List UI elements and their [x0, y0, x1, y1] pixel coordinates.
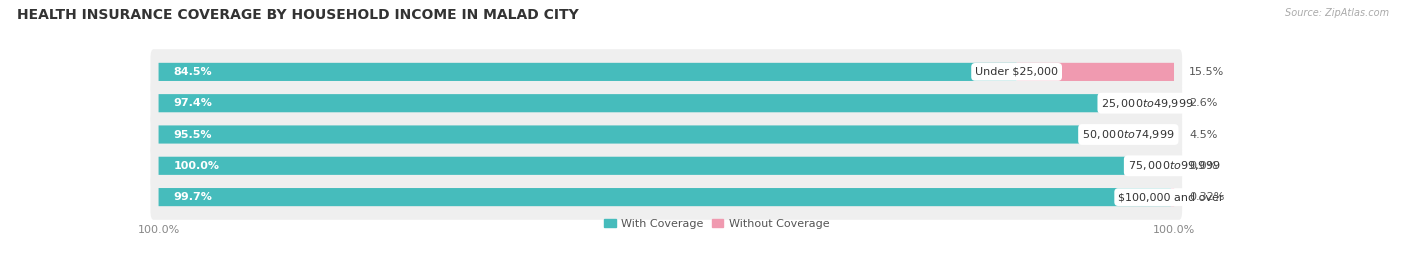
- Text: 99.7%: 99.7%: [174, 192, 212, 202]
- Text: 95.5%: 95.5%: [174, 129, 212, 140]
- Text: $100,000 and over: $100,000 and over: [1118, 192, 1223, 202]
- FancyBboxPatch shape: [150, 80, 1182, 126]
- FancyBboxPatch shape: [159, 94, 1147, 112]
- FancyBboxPatch shape: [159, 63, 1017, 81]
- Text: $50,000 to $74,999: $50,000 to $74,999: [1083, 128, 1174, 141]
- FancyBboxPatch shape: [159, 188, 1171, 206]
- Text: 15.5%: 15.5%: [1189, 67, 1225, 77]
- Text: $75,000 to $99,999: $75,000 to $99,999: [1128, 159, 1220, 172]
- Text: 0.0%: 0.0%: [1189, 161, 1218, 171]
- Text: $25,000 to $49,999: $25,000 to $49,999: [1101, 97, 1194, 110]
- FancyBboxPatch shape: [1147, 94, 1174, 112]
- Text: 4.5%: 4.5%: [1189, 129, 1218, 140]
- FancyBboxPatch shape: [1129, 125, 1174, 144]
- Text: 0.32%: 0.32%: [1189, 192, 1225, 202]
- FancyBboxPatch shape: [150, 143, 1182, 189]
- FancyBboxPatch shape: [1171, 188, 1174, 206]
- FancyBboxPatch shape: [1017, 63, 1174, 81]
- FancyBboxPatch shape: [150, 174, 1182, 220]
- Text: Under $25,000: Under $25,000: [976, 67, 1059, 77]
- Text: 100.0%: 100.0%: [174, 161, 219, 171]
- Text: 97.4%: 97.4%: [174, 98, 212, 108]
- Legend: With Coverage, Without Coverage: With Coverage, Without Coverage: [605, 218, 830, 229]
- FancyBboxPatch shape: [159, 125, 1129, 144]
- Text: HEALTH INSURANCE COVERAGE BY HOUSEHOLD INCOME IN MALAD CITY: HEALTH INSURANCE COVERAGE BY HOUSEHOLD I…: [17, 8, 579, 22]
- Text: 2.6%: 2.6%: [1189, 98, 1218, 108]
- FancyBboxPatch shape: [150, 112, 1182, 157]
- FancyBboxPatch shape: [150, 49, 1182, 95]
- Text: 84.5%: 84.5%: [174, 67, 212, 77]
- Text: Source: ZipAtlas.com: Source: ZipAtlas.com: [1285, 8, 1389, 18]
- FancyBboxPatch shape: [159, 157, 1174, 175]
